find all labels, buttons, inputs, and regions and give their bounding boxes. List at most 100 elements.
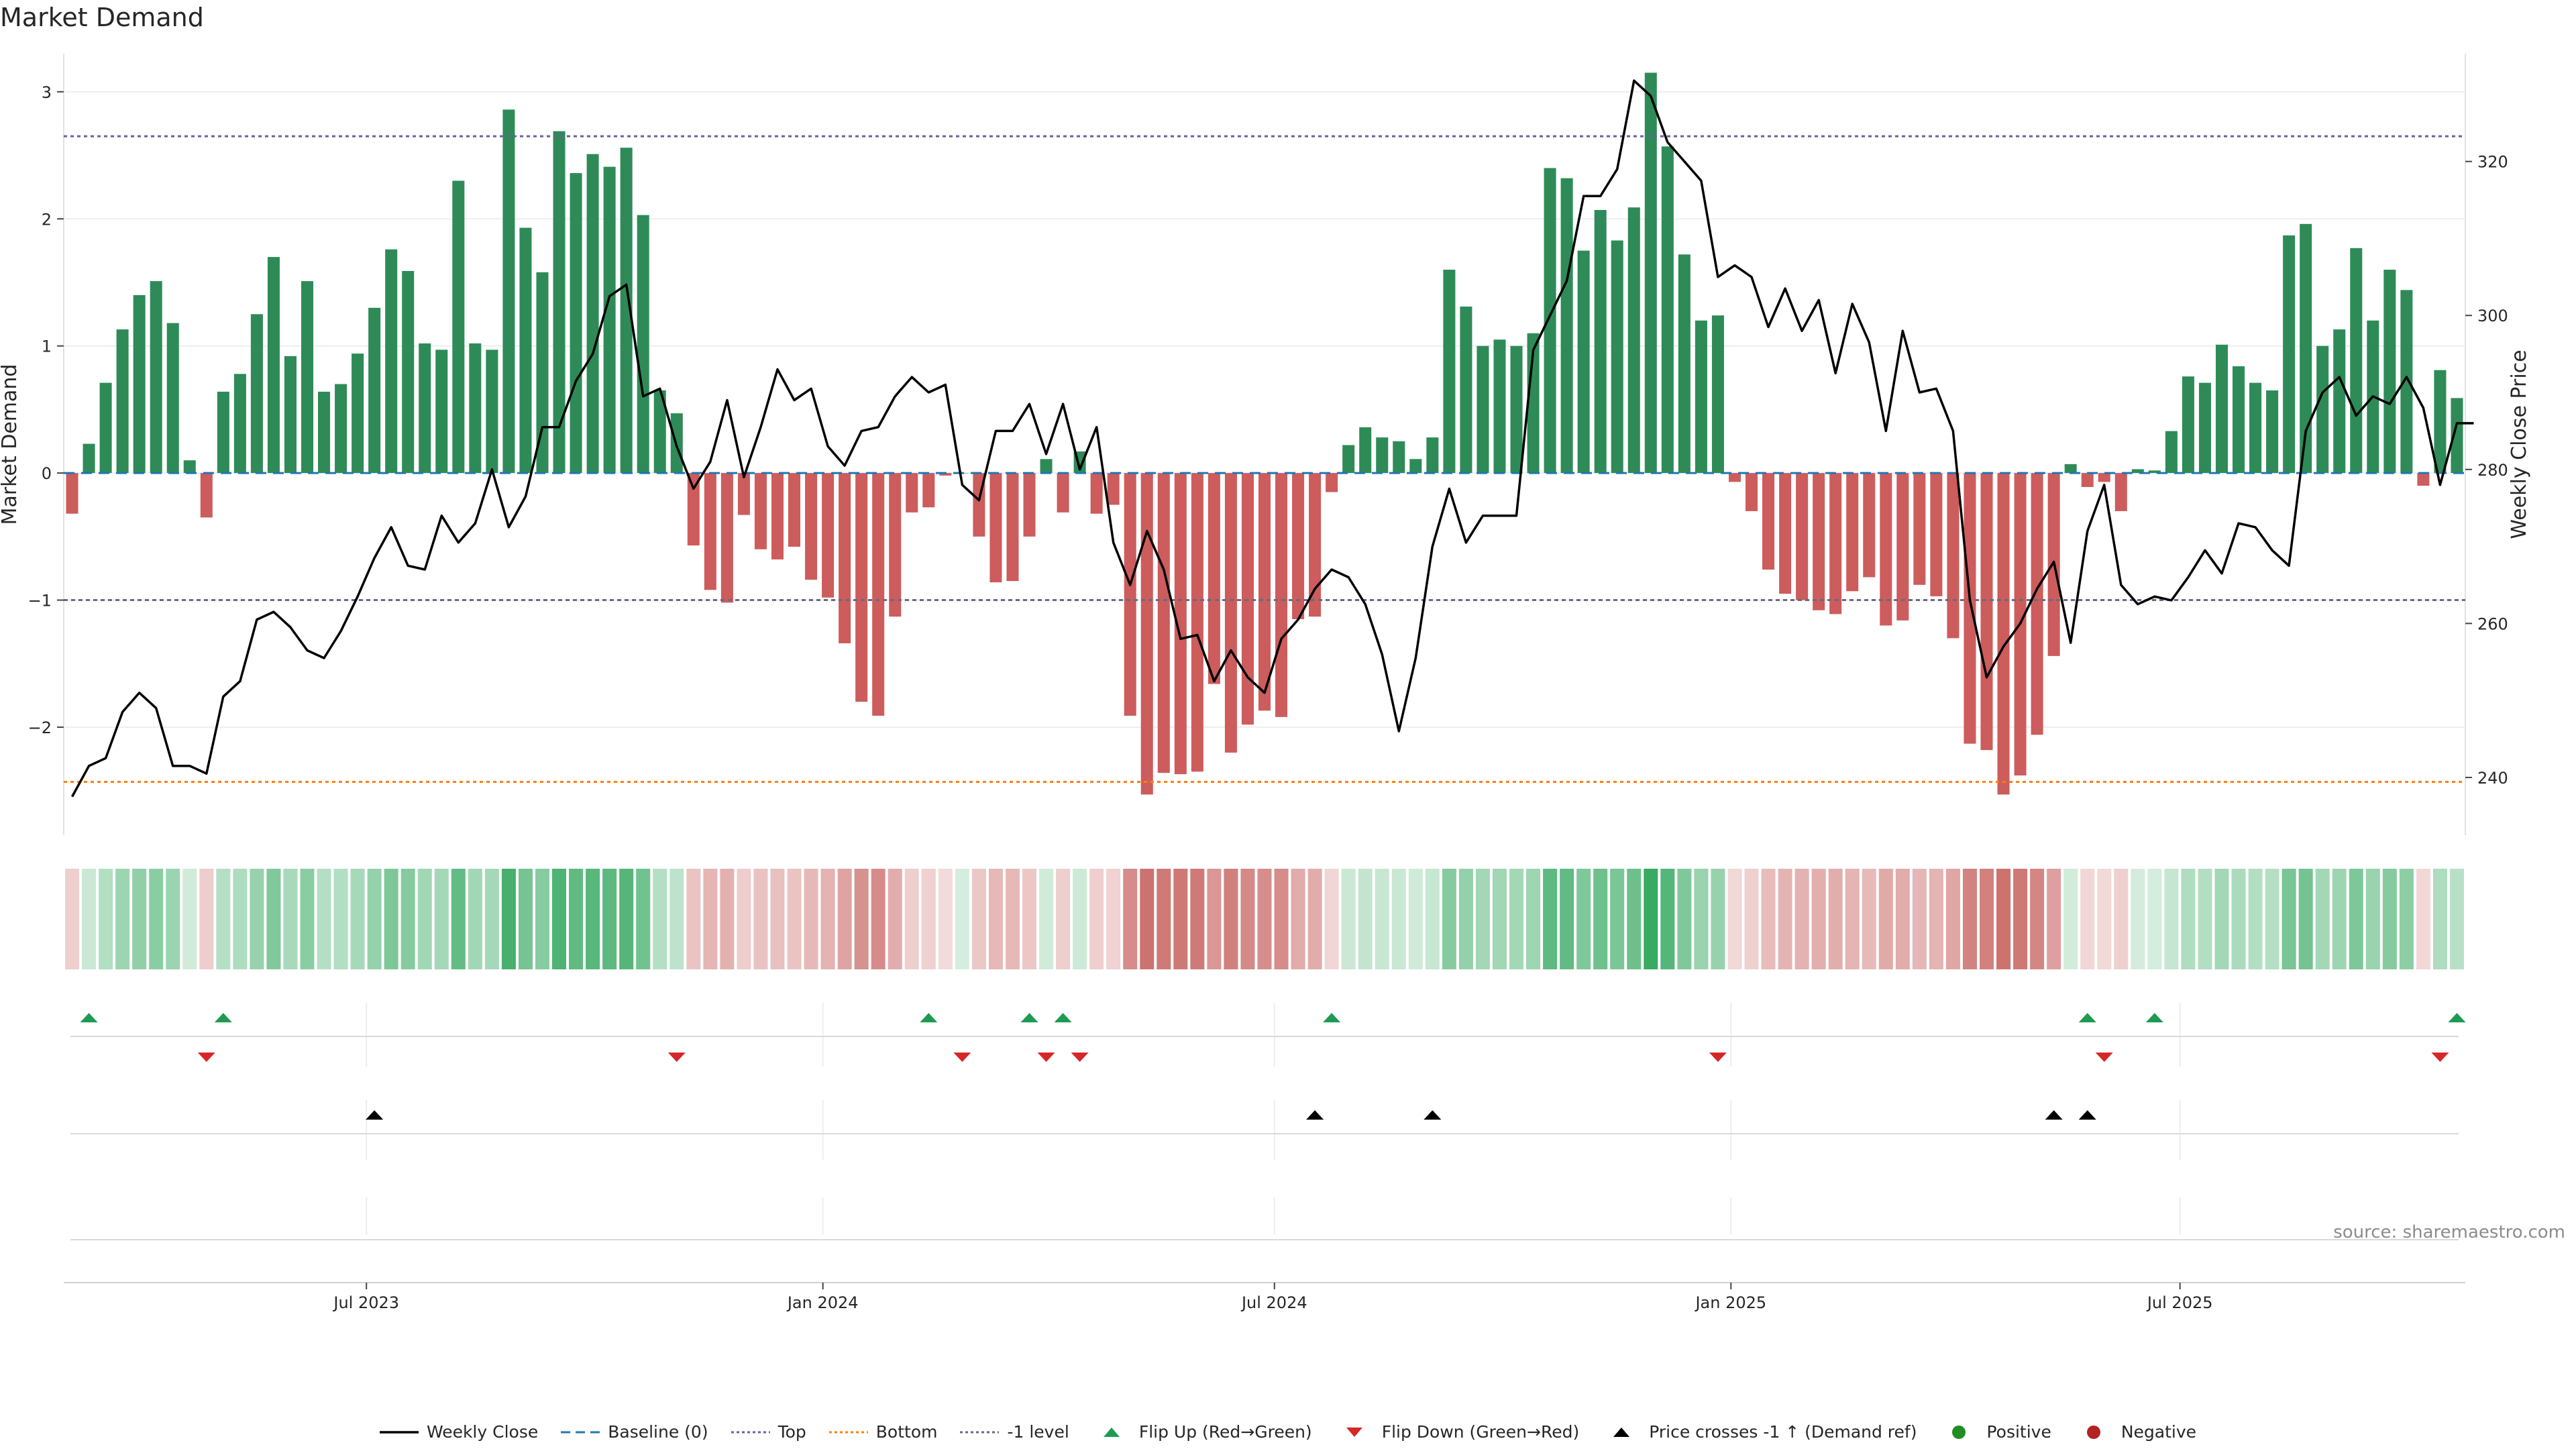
demand-heat-cell [971,869,986,969]
demand-heat-cell [1509,869,1524,969]
demand-heat-cell [2047,869,2061,969]
demand-heat-cell [1173,869,1188,969]
demand-bar [2434,370,2447,474]
demand-heat-cell [182,869,197,969]
demand-heat-cell [1778,869,1792,969]
demand-bar [1796,473,1809,600]
x-tick-label: Jan 2024 [786,1293,859,1312]
demand-bar [1006,473,1019,582]
demand-bar [1930,473,1943,596]
legend-swatch [1346,1427,1362,1437]
demand-heat-cell [1207,869,1222,969]
demand-bar [620,148,633,474]
demand-bar [637,215,649,474]
demand-heat-cell [1425,869,1440,969]
demand-bar [1191,473,1203,772]
demand-heat-cell [1543,869,1558,969]
demand-bar [1644,72,1657,474]
flip-up-marker [1020,1013,1038,1022]
legend-item: Flip Down (Green→Red) [1335,1422,1579,1442]
demand-bar [2451,398,2463,474]
demand-bar [889,473,902,617]
demand-bar [1711,315,1724,474]
demand-bar [788,473,801,547]
demand-bar [1208,473,1220,684]
demand-heat-cell [1375,869,1389,969]
demand-heat-cell [1644,869,1658,969]
demand-heat-cell [669,869,684,969]
demand-bar [2350,248,2363,474]
demand-bar [1157,473,1170,773]
demand-bar [2300,223,2312,474]
demand-bar [2031,473,2043,735]
demand-bar [603,166,616,474]
demand-bar [1746,473,1758,511]
demand-bar [1510,345,1523,474]
demand-bar [250,314,263,474]
demand-bar [1661,146,1674,474]
demand-heat-cell [1492,869,1507,969]
demand-bar [318,391,331,474]
y-right-tick-label: 320 [2477,153,2508,172]
demand-heat-cell [1056,869,1071,969]
demand-bar [1124,473,1136,716]
demand-bar [2098,473,2110,482]
demand-bar [1140,473,1153,795]
demand-bar [2131,469,2144,474]
demand-bar [233,374,246,474]
demand-heat-cell [636,869,651,969]
demand-bar [1611,240,1623,474]
demand-bar [1695,320,1707,474]
source-note: source: sharemaestro.com [2333,1222,2565,1242]
demand-heat-cell [1610,869,1625,969]
demand-heat-cell [1458,869,1473,969]
demand-heat-cell [753,869,768,969]
demand-heat-cell [149,869,164,969]
y-left-tick-label: 1 [42,337,52,356]
demand-heat-cell [1576,869,1591,969]
demand-bar [1409,459,1422,474]
price-cross-marker [366,1110,384,1120]
demand-bar [1292,473,1305,619]
demand-heat-cell [2080,869,2095,969]
demand-heat-cell [518,869,533,969]
demand-heat-cell [2164,869,2179,969]
demand-bar [1376,437,1389,474]
demand-bar [402,270,415,474]
flip-down-marker [2095,1053,2113,1062]
demand-heat-cell [904,869,919,969]
demand-heat-cell [535,869,550,969]
demand-bar [133,294,146,474]
demand-heat-cell [653,869,667,969]
demand-bar [301,281,314,474]
flip-down-marker [953,1053,971,1062]
demand-heat-cell [1089,869,1104,969]
demand-bar [754,473,767,549]
flip-up-marker [214,1013,232,1022]
demand-bar [2182,376,2194,474]
demand-bar [2081,473,2094,487]
weekly-close-line [70,79,2474,798]
legend-item: Bottom [828,1422,937,1442]
flip-down-marker [197,1053,215,1062]
demand-bar [1443,270,1456,474]
demand-bar [335,384,347,474]
demand-bar [737,473,750,515]
legend-item: Price crosses -1 ↑ (Demand ref) [1602,1422,1917,1442]
demand-heat-cell [216,869,231,969]
demand-heat-cell [770,869,785,969]
y-left-tick-label: 0 [42,464,52,483]
demand-bar [1880,473,1892,626]
demand-heat-cell [2013,869,2028,969]
demand-bar [939,473,952,476]
demand-heat-cell [2147,869,2162,969]
legend-item: -1 level [960,1422,1069,1442]
demand-heat-cell [837,869,852,969]
demand-heat-cell [686,869,701,969]
demand-bar [2148,470,2161,474]
legend-label: Negative [2121,1422,2197,1442]
price-cross-marker [2078,1110,2096,1120]
demand-bar [419,343,431,474]
demand-bar [1678,254,1690,474]
